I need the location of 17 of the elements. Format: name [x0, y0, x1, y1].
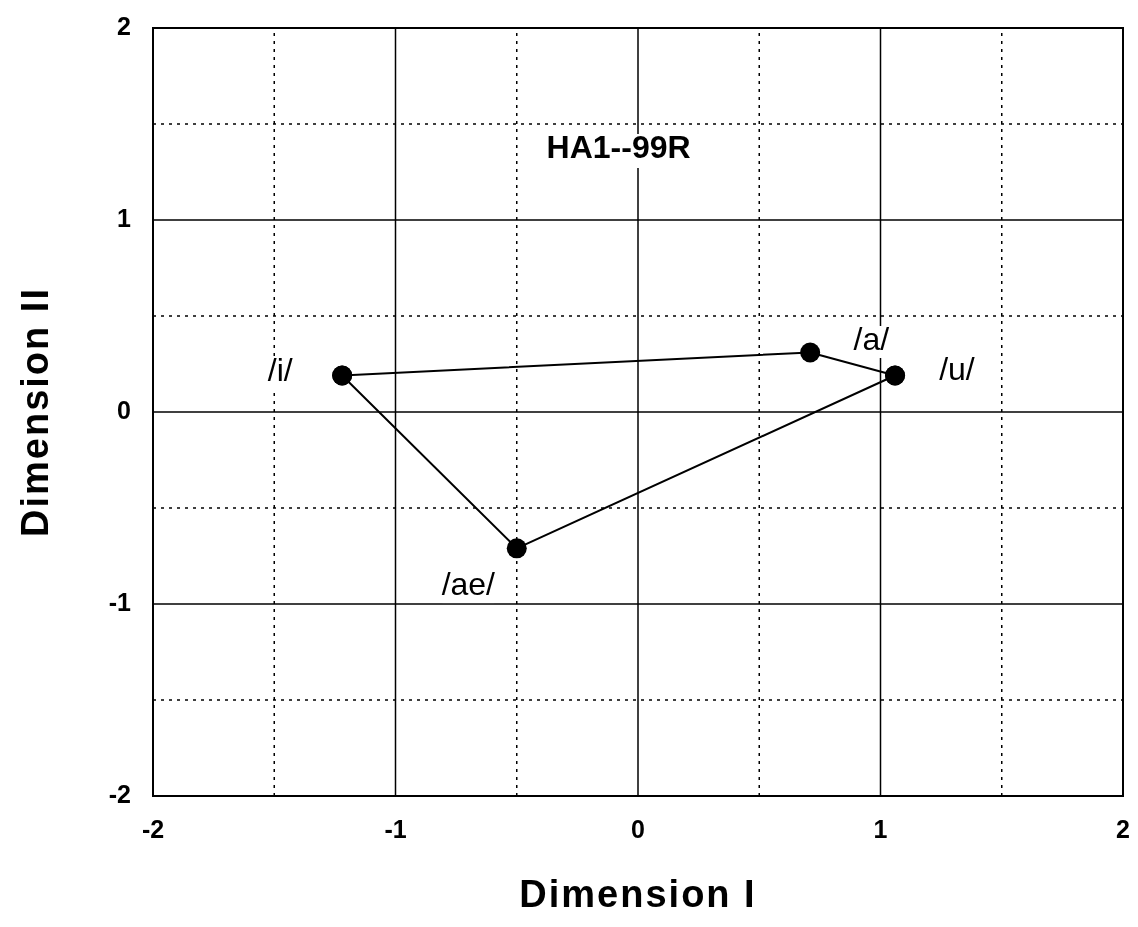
- text: HA1--99R: [546, 129, 691, 165]
- x-tick-label: -2: [141, 815, 165, 843]
- y-tick-label: -2: [108, 779, 131, 808]
- annotation: /a/: [853, 321, 890, 358]
- annotation: /u/: [939, 351, 975, 388]
- x-tick-label: 2: [1116, 815, 1130, 843]
- annotation: /i/: [267, 351, 293, 388]
- y-tick-label: -1: [108, 587, 132, 616]
- y-axis-title: Dimension II: [14, 287, 56, 537]
- x-tick-label: -1: [384, 815, 407, 843]
- y-tick-label: 1: [117, 203, 132, 232]
- y-tick-label: 0: [117, 395, 131, 424]
- x-axis-title: Dimension I: [519, 873, 757, 915]
- y-tick-label: 2: [117, 11, 131, 40]
- annotation: /ae/: [441, 566, 496, 603]
- x-tick-label: 0: [631, 815, 645, 843]
- x-tick-label: 1: [873, 815, 888, 843]
